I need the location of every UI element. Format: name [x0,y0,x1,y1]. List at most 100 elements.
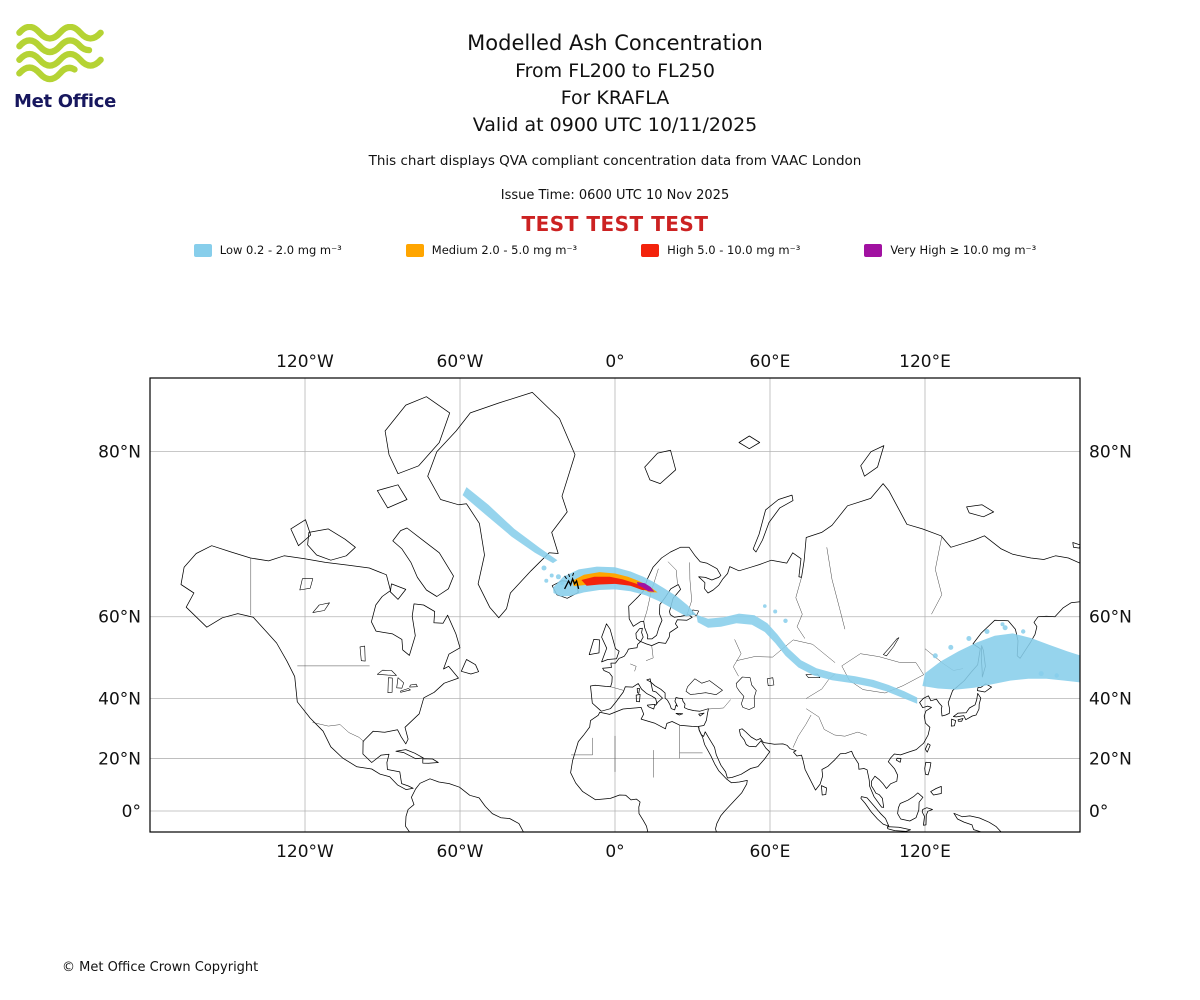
lat-tick-label-left: 0° [122,802,141,822]
lat-tick-label-left: 20°N [98,749,141,769]
lat-tick-label-left: 80°N [98,443,141,463]
graticule [150,378,1080,832]
lake [312,602,330,613]
ash-plume-low [696,613,918,704]
title-block: Modelled Ash Concentration From FL200 to… [15,28,1200,236]
coastline [422,758,439,764]
coastline [570,707,748,832]
coastline [307,528,356,561]
lon-tick-label-top: 120°W [276,352,334,372]
coastline [180,545,461,790]
lake [409,683,418,688]
ash-plume-speck [1038,671,1044,677]
lat-tick-label-right: 20°N [1089,749,1132,769]
coastline [675,713,684,716]
legend-label: Very High ≥ 10.0 mg m⁻³ [890,243,1037,257]
coastline [405,778,524,832]
country-border [667,561,678,584]
lon-tick-label-bottom: 60°W [437,842,484,862]
lon-tick-label-bottom: 60°E [750,842,791,862]
country-border [312,722,365,743]
ash-plume-speck [549,573,554,578]
coastline [821,785,827,796]
ash-plume-speck [1002,625,1008,631]
legend-label: High 5.0 - 10.0 mg m⁻³ [667,243,801,257]
volcano-marker [564,572,580,590]
coastline [389,583,407,600]
coastline [953,693,982,721]
lat-tick-label-right: 40°N [1089,689,1132,709]
legend-item-high: High 5.0 - 10.0 mg m⁻³ [641,243,800,257]
country-border [841,653,925,694]
coastline [376,484,408,509]
legend-swatch-medium [405,243,424,257]
coastline [957,718,964,722]
coastline [290,519,312,547]
ash-plume-speck [1021,629,1026,634]
map-frame [149,377,1081,833]
coastline [588,639,600,655]
coastline [635,694,641,703]
country-border [610,686,624,691]
country-border [645,645,654,661]
coastline [427,392,576,619]
ash-plume-speck [1000,622,1005,627]
ash-plume-high [581,576,650,590]
legend-label: Medium 2.0 - 5.0 mg m⁻³ [431,243,578,257]
logo-waves-icon [16,23,104,83]
legend-swatch-low [193,243,212,257]
lat-tick-label-left: 60°N [98,608,141,628]
river [795,577,806,639]
coastline [738,435,761,450]
legend-item-very-high: Very High ≥ 10.0 mg m⁻³ [864,243,1036,257]
coastline [895,757,902,763]
coastline [1072,542,1080,549]
logo-wordmark: Met Office [14,91,117,112]
lake [359,645,366,662]
lake [766,677,775,686]
ash-plume-low [462,487,558,564]
lon-tick-label-top: 60°E [750,352,791,372]
ash-plume-speck [773,609,778,614]
lon-tick-label-bottom: 0° [605,842,624,862]
coastline [921,807,933,826]
lat-tick-label-left: 40°N [98,689,141,709]
map-layers [180,392,1080,832]
lake [299,578,314,591]
lake [377,669,397,676]
coastline [392,527,454,597]
chart-description: This chart displays QVA compliant concen… [368,153,862,169]
lake [396,677,404,689]
ash-plume-speck [966,636,972,641]
coastline [950,718,957,727]
ash-plume-speck [560,581,564,585]
legend-item-low: Low 0.2 - 2.0 mg m⁻³ [193,243,342,257]
river [826,547,846,630]
legend-swatch-very-high [864,243,883,257]
coastline [924,761,932,776]
coastline [752,494,794,553]
coastline [698,712,705,717]
chart-title: Modelled Ash Concentration [467,31,763,55]
coastline [860,796,890,827]
coastline [636,688,640,694]
river [733,639,742,677]
coastline [886,826,911,832]
met-office-logo: Met Office [14,23,134,112]
ash-plume-speck [1054,673,1059,678]
ash-plume-speck [763,604,767,608]
legend-swatch-high [641,243,660,257]
lat-tick-label-right: 60°N [1089,608,1132,628]
coastline [646,704,656,710]
lon-tick-label-top: 0° [605,352,624,372]
coastline [930,786,942,796]
country-border [792,714,812,748]
ash-plume-speck [783,618,788,623]
ash-plume-very-high [637,582,655,592]
ash-plume-speck [932,653,938,659]
ash-plume-low [922,633,1080,690]
lake [387,677,393,693]
ash-plume-low [553,566,697,617]
